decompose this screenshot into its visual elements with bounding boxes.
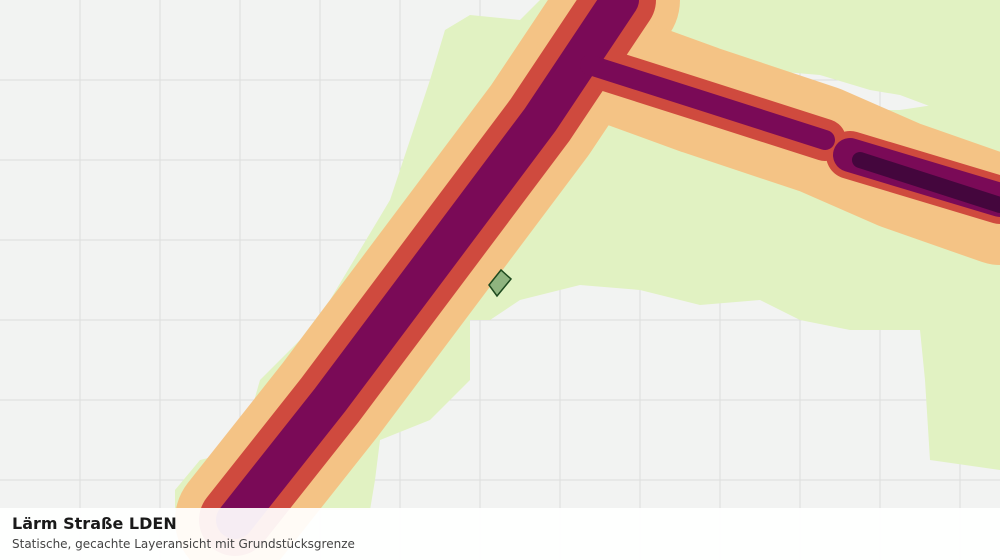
legend-title: Lärm Straße LDEN	[12, 514, 177, 533]
legend-subtitle: Statische, gecachte Layeransicht mit Gru…	[12, 537, 355, 551]
legend: Lärm Straße LDEN Statische, gecachte Lay…	[0, 508, 1000, 560]
noise-bands	[175, 0, 1000, 560]
parcel[interactable]	[488, 268, 513, 298]
